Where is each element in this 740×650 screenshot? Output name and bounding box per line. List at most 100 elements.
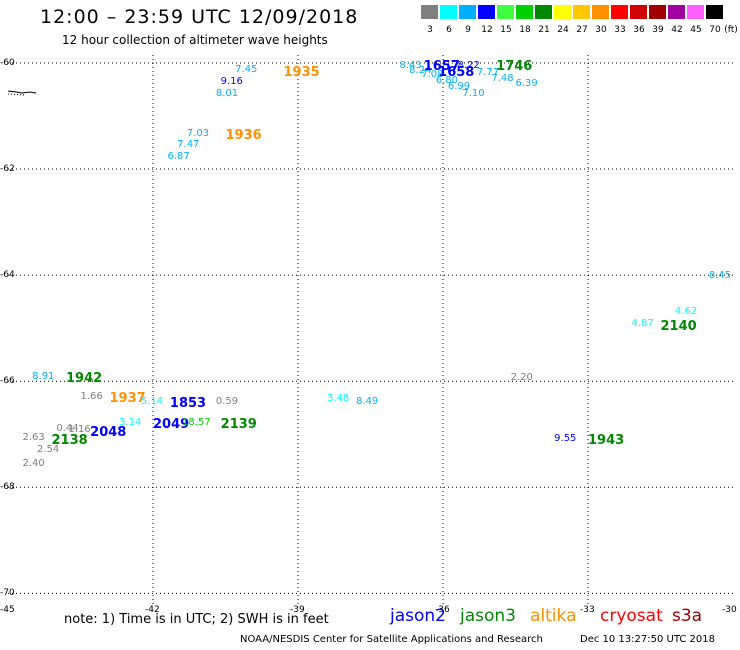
pass-time-label: 1942 — [66, 370, 103, 386]
pass-time-label: 2140 — [660, 319, 697, 335]
scale-swatch — [573, 5, 590, 19]
scale-label: 30 — [595, 25, 607, 35]
scale-label: 15 — [500, 25, 512, 35]
wave-height-label: 6.99 — [447, 80, 471, 92]
scale-swatch — [630, 5, 647, 19]
wave-height-label: 7.10 — [462, 88, 485, 100]
wave-height-label: 7.08 — [421, 68, 444, 80]
scale-swatch — [421, 5, 438, 19]
wave-height-label: 6.39 — [515, 78, 538, 90]
wave-height-label: 1.66 — [80, 390, 103, 402]
mission-s3a: s3a — [672, 606, 703, 626]
mission-jason3: jason3 — [460, 606, 516, 626]
scale-unit: (ft) — [724, 25, 738, 35]
wave-height-label: 8.24 — [409, 64, 432, 76]
scale-swatch — [687, 5, 704, 19]
wave-height-label: 8.49 — [356, 396, 379, 408]
scale-swatch — [706, 5, 723, 19]
scale-swatch — [668, 5, 685, 19]
scale-label: 3 — [427, 25, 433, 35]
pass-time-label: 2049 — [153, 417, 190, 433]
scale-swatch — [535, 5, 552, 19]
pass-time-label: 1943 — [588, 433, 625, 449]
scale-swatch — [440, 5, 457, 19]
pass-time-label: 1937 — [109, 390, 146, 406]
wave-height-label: 7.77 — [476, 66, 500, 78]
pass-time-label: 1658 — [438, 65, 475, 81]
wave-height-label: 2.40 — [22, 457, 45, 469]
lat-tick-label: -66 — [0, 376, 15, 387]
wave-height-label: 3.48 — [327, 393, 350, 405]
wave-height-label: 8.45 — [708, 270, 732, 282]
lon-tick-label: -30 — [722, 605, 737, 615]
lat-tick-label: -62 — [0, 164, 15, 175]
wave-height-label: 4.62 — [675, 305, 698, 317]
pass-time-label: 1657 — [423, 58, 460, 74]
pass-time-label: 1936 — [225, 128, 262, 144]
lon-tick-label: -39 — [290, 605, 305, 615]
mission-altika: altika — [530, 606, 577, 626]
lon-tick-label: -42 — [145, 605, 160, 615]
wave-height-label: 8.22 — [457, 60, 480, 72]
wave-height-label: 0.44 — [56, 422, 79, 434]
wave-height-label: 2.54 — [37, 444, 60, 456]
mission-jason2: jason2 — [390, 606, 446, 626]
lat-tick-label: -70 — [0, 588, 15, 599]
scale-label: 24 — [557, 25, 569, 35]
lat-tick-label: -60 — [0, 57, 15, 68]
lon-tick-label: -45 — [0, 605, 15, 615]
wave-height-label: 6.87 — [167, 150, 190, 162]
footer-note: note: 1) Time is in UTC; 2) SWH is in fe… — [64, 612, 329, 627]
wave-height-label: 1.16 — [68, 424, 91, 436]
generated-timestamp: Dec 10 13:27:50 UTC 2018 — [580, 634, 715, 645]
map-title: 12:00 – 23:59 UTC 12/09/2018 — [40, 6, 359, 28]
lon-tick-label: -33 — [580, 605, 595, 615]
pass-time-label: 2139 — [220, 417, 257, 433]
scale-swatch — [478, 5, 495, 19]
pass-time-label: 1935 — [283, 64, 320, 80]
wave-height-label: 9.55 — [554, 433, 577, 445]
scale-swatch — [497, 5, 514, 19]
scale-label: 12 — [481, 25, 493, 35]
wave-height-label: 18.57 — [182, 417, 211, 429]
scale-label: 21 — [538, 25, 550, 35]
lat-lon-grid — [8, 55, 733, 604]
scale-label: 9 — [465, 25, 471, 35]
pass-time-label: 2048 — [90, 425, 127, 441]
wave-height-label: 0.59 — [215, 396, 239, 408]
wave-height-label: 3.14 — [119, 417, 142, 429]
scale-swatch — [649, 5, 666, 19]
wave-height-label: 9.16 — [220, 76, 243, 88]
mission-cryosat: cryosat — [600, 606, 663, 626]
lon-tick-label: -36 — [435, 605, 450, 615]
scale-label: 70 — [709, 25, 721, 35]
scale-swatch — [554, 5, 571, 19]
scale-label: 45 — [690, 25, 702, 35]
scale-label: 6 — [446, 25, 452, 35]
coastline-dots — [7, 93, 25, 96]
wave-height-label: 7.48 — [491, 73, 514, 85]
pass-time-label: 1746 — [496, 58, 533, 74]
wave-height-label: 2.63 — [22, 431, 45, 443]
scale-swatch — [516, 5, 533, 19]
scale-label: 36 — [633, 25, 645, 35]
scale-label: 42 — [671, 25, 683, 35]
pass-time-label: 1853 — [169, 396, 207, 412]
map-subtitle: 12 hour collection of altimeter wave hei… — [62, 33, 328, 47]
scale-label: 33 — [614, 25, 626, 35]
wave-height-label: 8.01 — [215, 87, 239, 99]
coastline-fragment — [7, 90, 37, 94]
wave-height-label: 5.14 — [140, 396, 164, 408]
wave-height-label: 7.47 — [177, 139, 200, 151]
pass-time-label: 2138 — [51, 433, 88, 449]
scale-label: 27 — [576, 25, 588, 35]
scale-swatch — [611, 5, 628, 19]
wave-height-label: 6.80 — [435, 75, 459, 87]
lat-tick-label: -64 — [0, 270, 15, 281]
wave-height-label: 8.91 — [32, 370, 55, 382]
wave-height-label: 7.45 — [235, 64, 258, 76]
wave-height-label: 4.87 — [631, 318, 654, 330]
scale-label: 18 — [519, 25, 531, 35]
wave-height-label: 8.43 — [399, 60, 422, 72]
